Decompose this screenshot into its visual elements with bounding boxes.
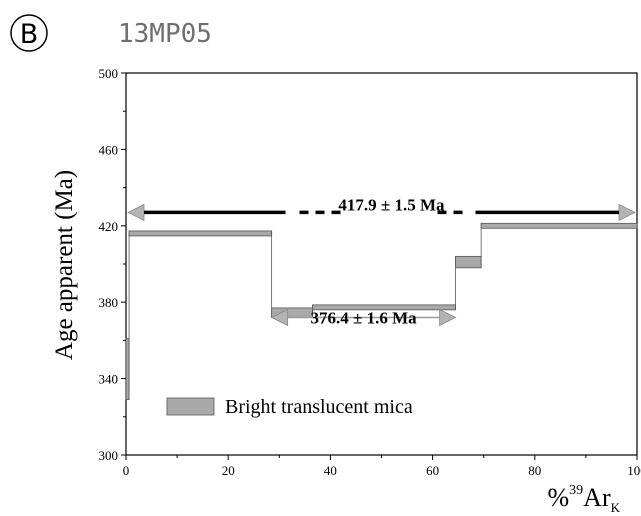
legend-label: Bright translucent mica: [225, 396, 413, 418]
legend-swatch: [166, 397, 215, 416]
plateau-age-label: 417.9 ± 1.5 Ma: [338, 195, 445, 214]
step-series: [125, 222, 638, 401]
step-box: [125, 338, 130, 401]
step-box: [128, 230, 273, 237]
x-axis-title: %39ArK: [548, 483, 621, 515]
y-axis-title: Age apparent (Ma): [51, 170, 78, 360]
range-arrow-right-head: [439, 308, 457, 327]
x-tick-label: 60: [426, 463, 439, 478]
x-axis-title-prefix: %: [548, 483, 570, 512]
step-box: [455, 255, 482, 269]
y-tick-label: 420: [99, 219, 119, 234]
y-tick-label: 340: [99, 372, 119, 387]
x-tick-label: 20: [222, 463, 235, 478]
legend: Bright translucent mica: [166, 396, 413, 418]
x-tick-label: 40: [324, 463, 337, 478]
sample-id: 13MP05: [118, 19, 212, 49]
age-annotations: 417.9 ± 1.5 Ma 376.4 ± 1.6 Ma: [127, 195, 636, 327]
y-tick-label: 500: [99, 66, 119, 81]
range-age-label: 376.4 ± 1.6 Ma: [311, 308, 418, 327]
plateau-arrow-left-head: [127, 203, 145, 222]
panel-letter: B: [20, 19, 39, 50]
y-tick-label: 380: [99, 295, 119, 310]
axis-ticks: 300 340 380 420 460 500 0 20 40 60 80 100: [99, 66, 641, 478]
x-axis-title-subscript: K: [611, 500, 621, 515]
step-box: [480, 222, 638, 229]
panel-label: B: [10, 14, 48, 52]
x-axis-title-main: Ar: [583, 483, 611, 512]
x-tick-label: 100: [627, 463, 641, 478]
y-tick-label: 300: [99, 448, 119, 463]
x-tick-label: 80: [528, 463, 541, 478]
range-arrow-left-head: [270, 308, 289, 327]
x-axis-title-superscript: 39: [569, 483, 583, 498]
panel-label-circle: [10, 14, 48, 52]
x-tick-label: 0: [123, 463, 130, 478]
plateau-arrow-right-head: [618, 203, 636, 222]
y-tick-label: 460: [99, 142, 119, 157]
